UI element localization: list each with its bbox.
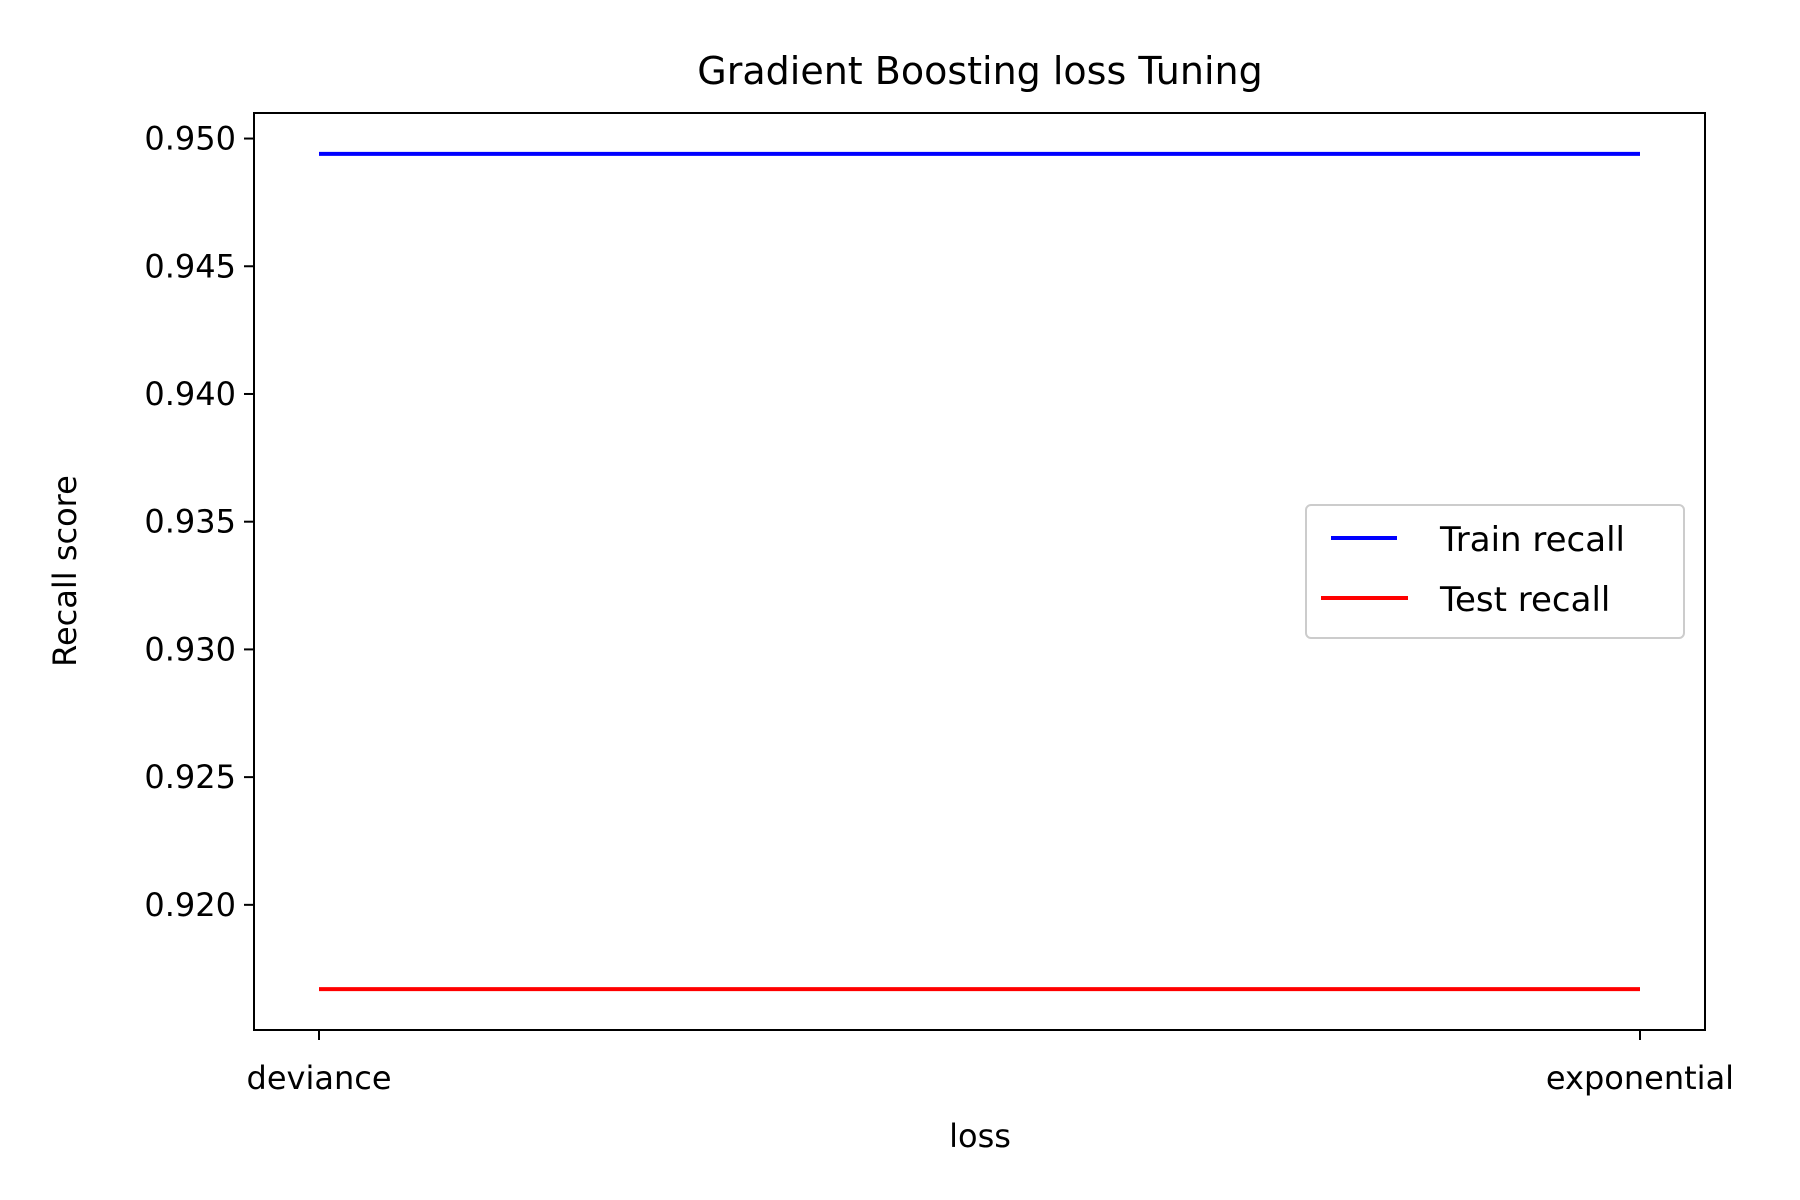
axes-frame [253, 112, 1706, 1031]
y-tick-label: 0.930 [144, 630, 236, 668]
y-axis-label: Recall score [46, 475, 84, 667]
legend-train-label: Train recall [1439, 520, 1625, 560]
y-tick-label: 0.950 [144, 120, 236, 158]
y-tick-label: 0.935 [144, 503, 236, 541]
chart-title: Gradient Boosting loss Tuning [697, 49, 1262, 93]
plot-area [253, 112, 1706, 1031]
x-axis: deviance exponential [247, 1030, 1734, 1097]
x-tick-label: exponential [1546, 1059, 1734, 1097]
y-tick-label: 0.925 [144, 758, 236, 796]
legend: Train recall Test recall [1305, 504, 1685, 639]
series-layer [319, 151, 1640, 992]
y-tick-label: 0.920 [144, 886, 236, 924]
y-tick-label: 0.945 [144, 247, 236, 285]
y-tick-label: 0.940 [144, 375, 236, 413]
y-axis: 0.920 0.925 0.930 0.935 0.940 0.945 0.950 [144, 120, 254, 924]
legend-box [1305, 504, 1685, 639]
legend-test-label: Test recall [1439, 580, 1610, 620]
x-tick-label: deviance [247, 1059, 392, 1097]
x-axis-label: loss [949, 1117, 1011, 1155]
